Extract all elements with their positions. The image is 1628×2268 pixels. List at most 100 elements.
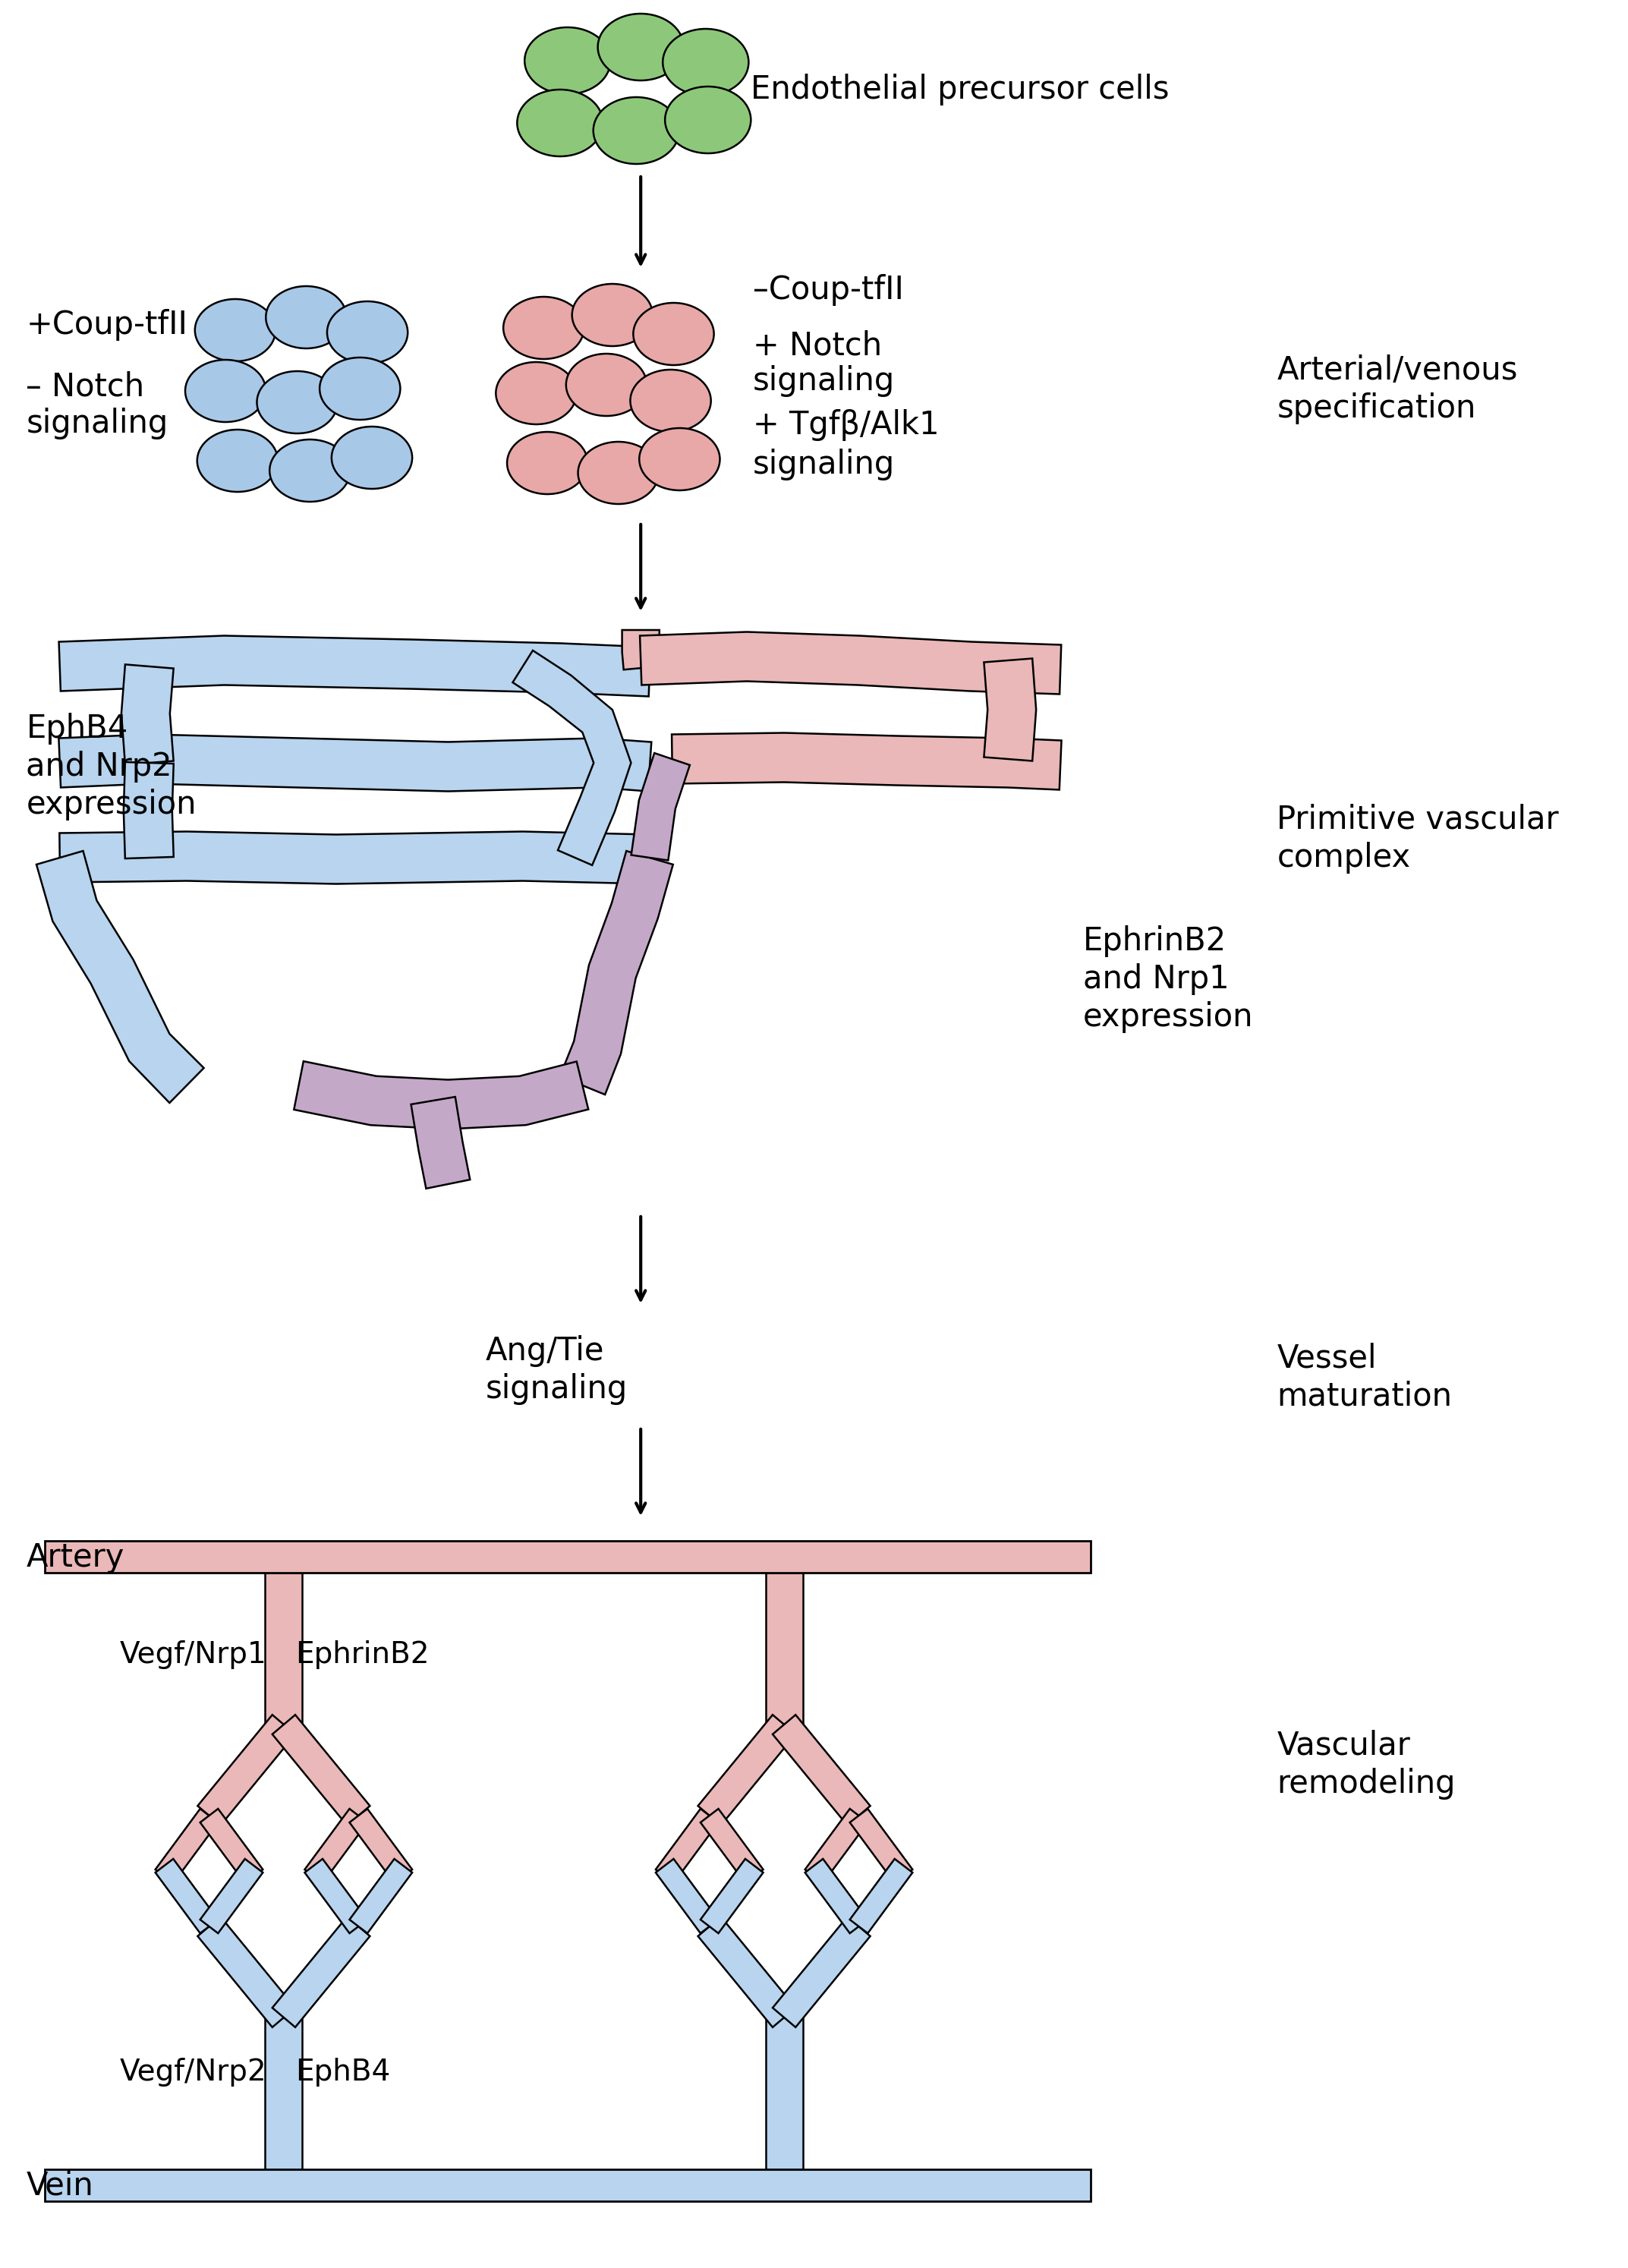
Text: Vein: Vein bbox=[26, 2170, 93, 2202]
Polygon shape bbox=[200, 1810, 262, 1882]
Polygon shape bbox=[124, 762, 174, 860]
Ellipse shape bbox=[567, 354, 646, 415]
Text: EphrinB2: EphrinB2 bbox=[295, 1640, 428, 1669]
Polygon shape bbox=[698, 1715, 796, 1826]
Ellipse shape bbox=[663, 29, 749, 95]
Text: and Nrp2: and Nrp2 bbox=[26, 751, 173, 782]
Text: maturation: maturation bbox=[1276, 1381, 1452, 1413]
Polygon shape bbox=[410, 1098, 470, 1188]
Polygon shape bbox=[656, 1810, 718, 1882]
Text: EphrinB2: EphrinB2 bbox=[1083, 925, 1226, 957]
Ellipse shape bbox=[257, 372, 337, 433]
Text: Vegf/Nrp1: Vegf/Nrp1 bbox=[119, 1640, 267, 1669]
Polygon shape bbox=[265, 2019, 303, 2168]
Polygon shape bbox=[155, 1860, 218, 1932]
Text: EphB4: EphB4 bbox=[26, 712, 129, 744]
Polygon shape bbox=[350, 1810, 412, 1882]
Polygon shape bbox=[804, 1860, 868, 1932]
Ellipse shape bbox=[524, 27, 610, 93]
Polygon shape bbox=[59, 635, 651, 696]
Text: Ang/Tie: Ang/Tie bbox=[485, 1336, 604, 1368]
Text: –Coup-tfII: –Coup-tfII bbox=[752, 274, 904, 306]
Ellipse shape bbox=[593, 98, 679, 163]
Polygon shape bbox=[350, 1860, 412, 1932]
Polygon shape bbox=[304, 1860, 368, 1932]
Text: specification: specification bbox=[1276, 392, 1477, 424]
Text: complex: complex bbox=[1276, 841, 1410, 873]
Ellipse shape bbox=[327, 302, 407, 363]
Polygon shape bbox=[60, 832, 650, 885]
Text: Arterial/venous: Arterial/venous bbox=[1276, 354, 1517, 386]
Polygon shape bbox=[200, 1860, 262, 1932]
Ellipse shape bbox=[195, 299, 275, 361]
Polygon shape bbox=[773, 1715, 871, 1826]
Polygon shape bbox=[765, 2019, 803, 2168]
Polygon shape bbox=[700, 1810, 764, 1882]
Text: – Notch: – Notch bbox=[26, 372, 145, 404]
Text: expression: expression bbox=[1083, 1000, 1254, 1032]
Text: and Nrp1: and Nrp1 bbox=[1083, 964, 1229, 996]
Text: Artery: Artery bbox=[26, 1542, 124, 1574]
Text: signaling: signaling bbox=[26, 408, 168, 440]
Text: Vascular: Vascular bbox=[1276, 1730, 1410, 1762]
Polygon shape bbox=[698, 1916, 796, 2028]
Ellipse shape bbox=[503, 297, 584, 358]
Polygon shape bbox=[46, 1540, 1091, 1572]
Text: remodeling: remodeling bbox=[1276, 1767, 1455, 1801]
Polygon shape bbox=[850, 1810, 913, 1882]
Text: +Coup-tfII: +Coup-tfII bbox=[26, 308, 187, 340]
Polygon shape bbox=[622, 631, 661, 669]
Polygon shape bbox=[850, 1860, 913, 1932]
Text: + Tgfβ/Alk1: + Tgfβ/Alk1 bbox=[752, 408, 939, 440]
Ellipse shape bbox=[497, 363, 576, 424]
Polygon shape bbox=[59, 735, 651, 792]
Polygon shape bbox=[272, 1916, 370, 2028]
Text: Primitive vascular: Primitive vascular bbox=[1276, 803, 1560, 835]
Ellipse shape bbox=[664, 86, 751, 154]
Polygon shape bbox=[197, 1715, 295, 1826]
Polygon shape bbox=[197, 1916, 295, 2028]
Ellipse shape bbox=[597, 14, 684, 79]
Polygon shape bbox=[632, 753, 690, 860]
Ellipse shape bbox=[518, 88, 602, 156]
Text: signaling: signaling bbox=[752, 449, 895, 481]
Text: Vessel: Vessel bbox=[1276, 1343, 1377, 1374]
Polygon shape bbox=[304, 1810, 368, 1882]
Ellipse shape bbox=[578, 442, 659, 503]
Ellipse shape bbox=[319, 358, 400, 420]
Polygon shape bbox=[672, 733, 1061, 789]
Polygon shape bbox=[272, 1715, 370, 1826]
Ellipse shape bbox=[633, 304, 715, 365]
Polygon shape bbox=[765, 1572, 803, 1724]
Text: + Notch: + Notch bbox=[752, 329, 882, 361]
Text: Vegf/Nrp2: Vegf/Nrp2 bbox=[119, 2057, 267, 2087]
Ellipse shape bbox=[640, 429, 720, 490]
Ellipse shape bbox=[630, 370, 711, 431]
Polygon shape bbox=[155, 1810, 218, 1882]
Ellipse shape bbox=[197, 429, 278, 492]
Text: Endothelial precursor cells: Endothelial precursor cells bbox=[751, 73, 1169, 107]
Ellipse shape bbox=[571, 284, 653, 347]
Ellipse shape bbox=[506, 431, 588, 494]
Polygon shape bbox=[122, 665, 174, 764]
Polygon shape bbox=[513, 651, 632, 864]
Ellipse shape bbox=[186, 361, 265, 422]
Text: expression: expression bbox=[26, 789, 197, 821]
Polygon shape bbox=[265, 1572, 303, 1724]
Polygon shape bbox=[560, 850, 672, 1095]
Polygon shape bbox=[46, 2168, 1091, 2202]
Polygon shape bbox=[773, 1916, 871, 2028]
Ellipse shape bbox=[332, 426, 412, 490]
Ellipse shape bbox=[270, 440, 350, 501]
Polygon shape bbox=[36, 850, 204, 1102]
Text: signaling: signaling bbox=[485, 1372, 627, 1404]
Polygon shape bbox=[640, 633, 1061, 694]
Polygon shape bbox=[804, 1810, 868, 1882]
Ellipse shape bbox=[265, 286, 347, 349]
Polygon shape bbox=[656, 1860, 718, 1932]
Polygon shape bbox=[700, 1860, 764, 1932]
Polygon shape bbox=[295, 1061, 588, 1129]
Text: signaling: signaling bbox=[752, 365, 895, 397]
Polygon shape bbox=[983, 658, 1035, 762]
Text: EphB4: EphB4 bbox=[295, 2057, 391, 2087]
